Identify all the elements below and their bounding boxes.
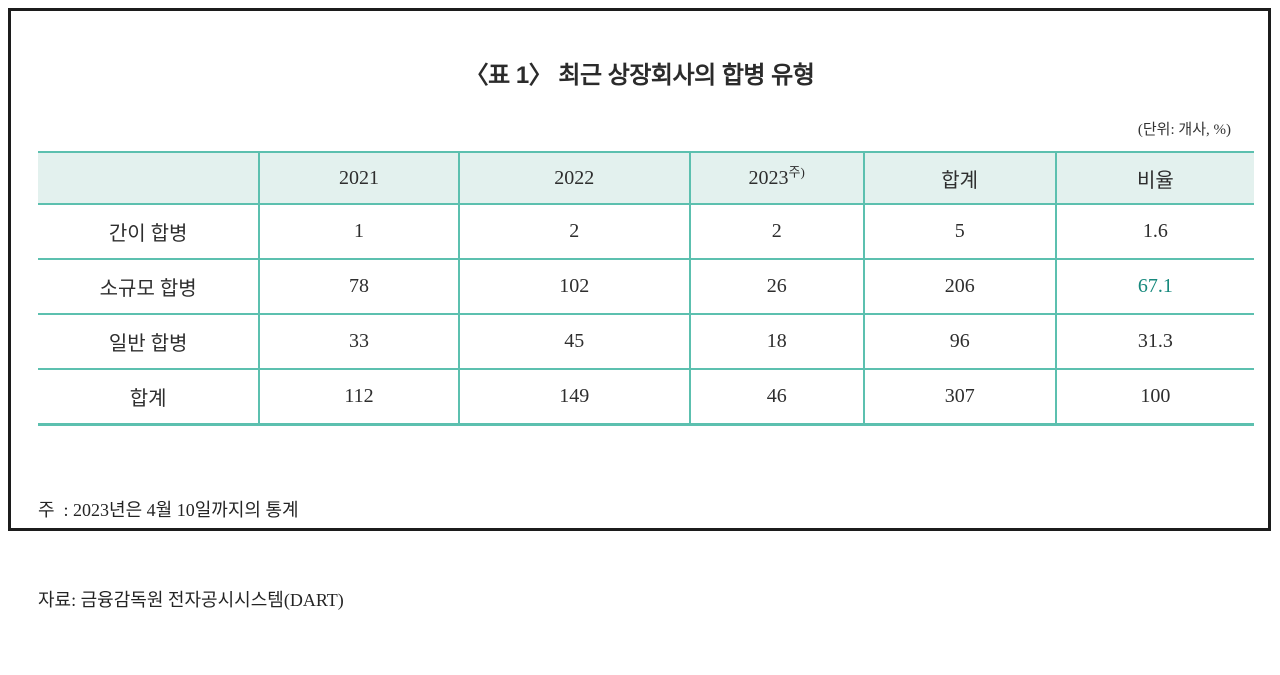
row-label: 합계 <box>38 369 259 425</box>
unit-note: (단위: 개사, %) <box>1138 118 1231 139</box>
footnote-marker: 주) <box>789 164 805 179</box>
table-row-total: 합계 112 149 46 307 100 <box>38 369 1254 425</box>
cell-value: 149 <box>459 369 690 425</box>
table-row: 소규모 합병 78 102 26 206 67.1 <box>38 259 1254 314</box>
cell-value: 31.3 <box>1056 314 1254 369</box>
cell-value: 307 <box>864 369 1056 425</box>
cell-value: 18 <box>690 314 864 369</box>
footnote-line-1: 주 : 2023년은 4월 10일까지의 통계 <box>38 495 344 525</box>
merger-type-table: 2021 2022 2023주) 합계 비율 간이 합병 1 2 2 5 1.6… <box>38 151 1254 426</box>
header-cell-2023: 2023주) <box>690 152 864 204</box>
cell-value: 5 <box>864 204 1056 259</box>
cell-value: 1.6 <box>1056 204 1254 259</box>
cell-value: 206 <box>864 259 1056 314</box>
cell-value-highlighted: 67.1 <box>1056 259 1254 314</box>
footnote-line-2: 자료: 금융감독원 전자공시시스템(DART) <box>38 585 344 615</box>
header-cell-ratio: 비율 <box>1056 152 1254 204</box>
footnotes: 주 : 2023년은 4월 10일까지의 통계 자료: 금융감독원 전자공시시스… <box>38 435 344 675</box>
header-cell-2022: 2022 <box>459 152 690 204</box>
document-frame: 〈표 1〉 최근 상장회사의 합병 유형 (단위: 개사, %) 2021 20… <box>8 8 1271 531</box>
table-row: 간이 합병 1 2 2 5 1.6 <box>38 204 1254 259</box>
row-label: 일반 합병 <box>38 314 259 369</box>
row-label: 소규모 합병 <box>38 259 259 314</box>
row-label: 간이 합병 <box>38 204 259 259</box>
cell-value: 112 <box>259 369 458 425</box>
header-cell-2021: 2021 <box>259 152 458 204</box>
table-row: 일반 합병 33 45 18 96 31.3 <box>38 314 1254 369</box>
cell-value: 102 <box>459 259 690 314</box>
header-2023-text: 2023 <box>749 167 789 189</box>
cell-value: 2 <box>690 204 864 259</box>
table-title: 〈표 1〉 최근 상장회사의 합병 유형 <box>11 55 1268 90</box>
cell-value: 2 <box>459 204 690 259</box>
cell-value: 45 <box>459 314 690 369</box>
cell-value: 46 <box>690 369 864 425</box>
cell-value: 1 <box>259 204 458 259</box>
cell-value: 96 <box>864 314 1056 369</box>
header-cell-total: 합계 <box>864 152 1056 204</box>
cell-value: 78 <box>259 259 458 314</box>
cell-value: 26 <box>690 259 864 314</box>
cell-value: 33 <box>259 314 458 369</box>
table-header-row: 2021 2022 2023주) 합계 비율 <box>38 152 1254 204</box>
header-cell-empty <box>38 152 259 204</box>
cell-value: 100 <box>1056 369 1254 425</box>
